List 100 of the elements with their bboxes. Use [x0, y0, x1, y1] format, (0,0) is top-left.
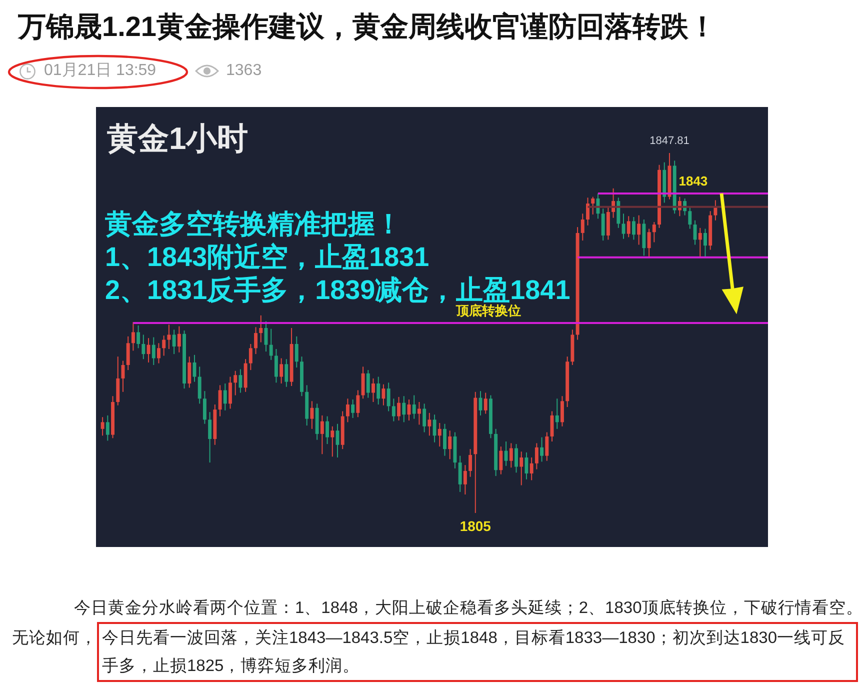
candlestick — [346, 398, 350, 423]
candlestick — [688, 206, 692, 230]
candlestick — [412, 394, 416, 420]
candlestick — [152, 336, 156, 366]
candlestick — [468, 448, 472, 478]
candlestick — [326, 416, 330, 445]
candlestick — [448, 430, 452, 460]
candlestick — [284, 358, 288, 388]
candlestick — [320, 414, 324, 455]
candlestick — [402, 396, 406, 423]
candlestick — [443, 423, 446, 456]
candlestick — [228, 376, 232, 410]
annotation: 黄金多空转换精准把握！ — [104, 209, 402, 239]
ref-line-label: 顶底转换位 — [455, 302, 522, 318]
candlestick — [310, 400, 314, 430]
candlestick — [520, 451, 524, 486]
candlestick — [626, 216, 630, 238]
candlestick — [386, 382, 390, 412]
candlestick — [131, 322, 135, 352]
rectangle-outline: 今日先看一波回落，关注1843—1843.5空，止损1848，目标看1833—1830；初次到达1830一线可反手多，止损1825，博弈短多利润。 — [97, 622, 858, 682]
candlestick — [259, 314, 263, 343]
candlestick — [591, 196, 595, 215]
candlestick — [294, 336, 298, 368]
candlestick — [366, 370, 370, 398]
candlestick — [280, 358, 284, 384]
text: 无论如何， — [12, 628, 97, 649]
candlestick — [351, 398, 355, 418]
candlestick — [637, 214, 641, 246]
candlestick — [218, 384, 222, 417]
candlestick — [540, 436, 544, 462]
candlestick — [514, 444, 518, 474]
candlestick — [463, 464, 467, 495]
chart-subtitle: 黄金1小时 — [107, 121, 248, 156]
candlestick — [534, 442, 538, 470]
text: 1363 — [226, 61, 262, 81]
candlestick — [177, 326, 181, 353]
candlestick — [376, 376, 380, 406]
candlestick — [714, 200, 718, 221]
candlestick — [372, 378, 375, 402]
candlestick — [202, 390, 206, 424]
chart-title: 万锦晟1.21黄金操作建议，黄金周线收官谨防回落转跌！ — [18, 10, 716, 44]
candlestick — [504, 441, 508, 466]
candlestick — [198, 366, 202, 404]
candlestick — [632, 216, 636, 240]
candlestick — [106, 414, 110, 442]
candlestick — [146, 338, 150, 363]
candlestick — [248, 343, 252, 371]
candlestick — [142, 334, 146, 360]
candlestick — [417, 401, 421, 426]
candlestick — [172, 329, 176, 355]
candlestick — [499, 446, 503, 475]
candlestick — [703, 228, 707, 258]
candlestick — [652, 222, 656, 243]
candlestick — [601, 208, 605, 242]
candlestick — [392, 398, 396, 422]
candlestick — [188, 356, 192, 388]
candlestick — [555, 398, 559, 430]
candlestick — [586, 197, 590, 226]
annotation: 2、1831反手多，1839减仓，止盈1841 — [105, 275, 570, 305]
candlestick — [238, 368, 242, 394]
candlestick — [509, 442, 513, 468]
ref-line-label: 1843 — [678, 173, 708, 188]
candlestick — [438, 422, 442, 448]
candlestick — [560, 396, 564, 427]
candlestick — [269, 328, 273, 360]
candlestick — [162, 335, 166, 356]
text: 今日黄金分水岭看两个位置：1、1848，大阳上破企稳看多头延续；2、1830顶底转换位，下破行情看空。 — [74, 599, 862, 617]
candlestick — [580, 213, 584, 242]
candlestick — [254, 326, 258, 355]
annotation: 1805 — [460, 518, 492, 534]
candlestick — [422, 403, 426, 433]
annotation: 1847.81 — [650, 135, 690, 148]
candlestick — [100, 416, 104, 436]
candlestick — [616, 197, 620, 228]
candlestick — [428, 412, 432, 436]
candlestick — [223, 382, 227, 411]
candlestick — [234, 370, 238, 396]
candlestick — [545, 432, 549, 462]
candlestick — [274, 348, 278, 384]
candlestick — [693, 220, 697, 246]
text: 01月21日 13:59 — [44, 61, 156, 81]
candlestick — [647, 228, 651, 258]
candlestick — [698, 227, 702, 258]
candlestick — [356, 390, 360, 418]
candlestick — [116, 356, 120, 406]
candlestick — [136, 324, 140, 349]
candlestick — [530, 456, 534, 481]
candlestick — [458, 455, 462, 492]
candlestick — [397, 396, 401, 421]
candlestick — [157, 342, 160, 364]
candlestick — [484, 392, 488, 414]
candlestick — [167, 324, 171, 350]
candlestick — [606, 206, 610, 240]
candlestick — [121, 360, 125, 392]
candlestick — [361, 366, 365, 400]
candlestick — [524, 452, 528, 480]
candlestick — [432, 414, 436, 443]
candlestick — [330, 426, 334, 458]
candlestick — [622, 213, 626, 240]
annotation: 1、1843附近空，止盈1831 — [105, 242, 430, 272]
